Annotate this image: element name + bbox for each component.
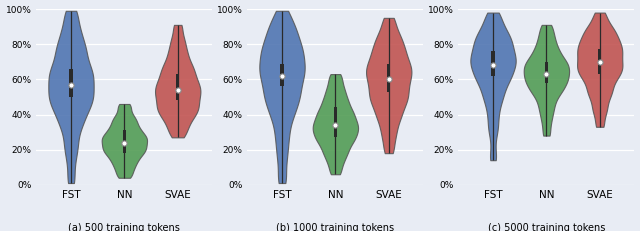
Point [173, 88, 183, 92]
Point [330, 123, 340, 127]
Point [277, 74, 287, 78]
Text: (b) 1000 training tokens: (b) 1000 training tokens [276, 223, 394, 231]
Bar [280, 64, 284, 86]
Point [595, 60, 605, 64]
Point [541, 72, 552, 76]
Bar [69, 69, 73, 97]
Bar [492, 51, 495, 76]
Bar [598, 49, 602, 74]
Bar [176, 74, 179, 100]
Text: (c) 5000 training tokens: (c) 5000 training tokens [488, 223, 605, 231]
Bar [387, 64, 390, 92]
Bar [545, 62, 548, 83]
Point [383, 78, 394, 81]
Bar [123, 130, 126, 153]
Point [119, 141, 129, 144]
Point [488, 64, 498, 67]
Point [66, 83, 76, 86]
Bar [333, 107, 337, 137]
Text: (a) 500 training tokens: (a) 500 training tokens [68, 223, 180, 231]
